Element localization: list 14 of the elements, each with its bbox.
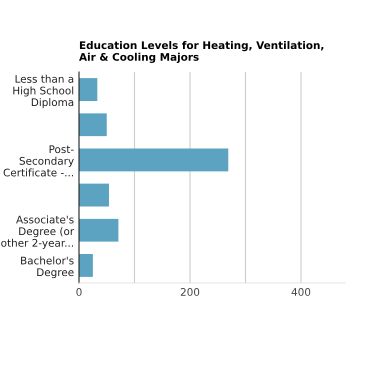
chart-title: Education Levels for Heating, Ventilation, Air & Cooling Majors <box>79 41 324 63</box>
bar <box>79 254 93 277</box>
bar <box>79 78 98 102</box>
y-tick-label: Bachelor's Degree <box>21 256 74 278</box>
y-tick-label: Associate's Degree (or other 2-year... <box>1 215 74 249</box>
x-tick-label: 400 <box>292 288 310 296</box>
y-tick-label: Less than a High School Diploma <box>13 74 74 108</box>
y-tick-label: Post- Secondary Certificate -... <box>4 145 74 176</box>
x-tick-label: 200 <box>180 288 200 296</box>
bar <box>79 148 228 172</box>
bar <box>79 218 118 242</box>
bar <box>79 113 107 136</box>
bar <box>79 184 109 207</box>
x-tick-label: 0 <box>76 288 82 296</box>
